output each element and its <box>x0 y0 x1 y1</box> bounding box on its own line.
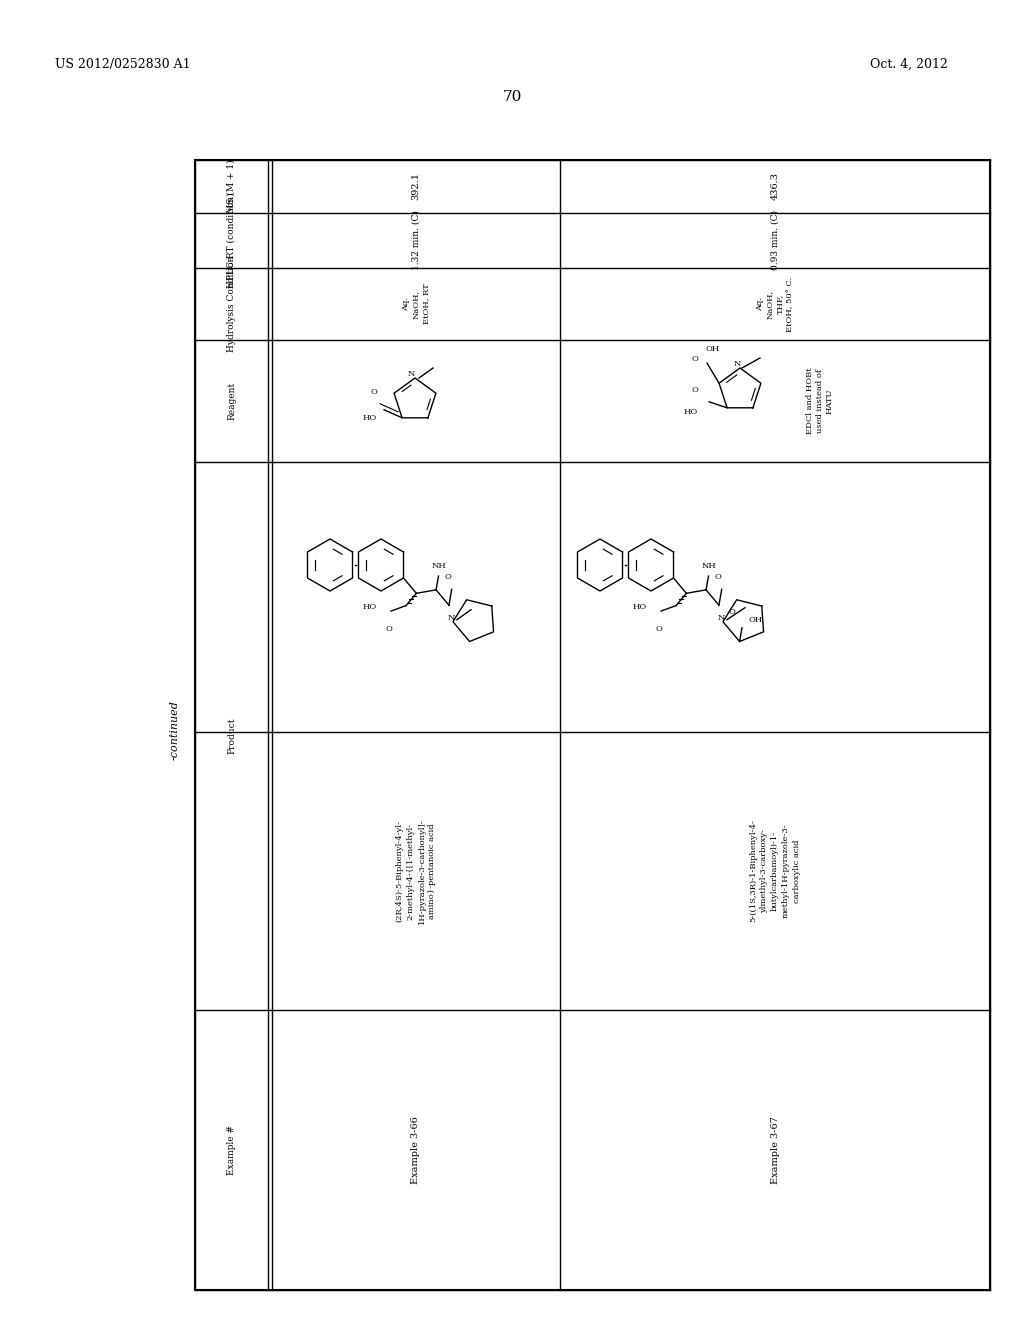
Text: EtOH, RT: EtOH, RT <box>422 284 430 325</box>
Text: HO: HO <box>362 413 377 422</box>
Text: 70: 70 <box>503 90 521 104</box>
Text: US 2012/0252830 A1: US 2012/0252830 A1 <box>55 58 190 71</box>
Text: Example #: Example # <box>227 1125 236 1175</box>
Text: Product: Product <box>227 718 236 754</box>
Text: NaOH,: NaOH, <box>412 289 420 318</box>
Text: NH: NH <box>431 562 445 570</box>
Text: 1.32 min. (C): 1.32 min. (C) <box>412 211 421 271</box>
Text: O: O <box>691 385 698 393</box>
Text: butylcarbamoyl)-1-: butylcarbamoyl)-1- <box>771 830 779 911</box>
Text: Example 3-67: Example 3-67 <box>770 1117 779 1184</box>
Text: EDCl and HOBt: EDCl and HOBt <box>806 368 814 434</box>
Text: (2R,4S)-5-Biphenyl-4-yl-: (2R,4S)-5-Biphenyl-4-yl- <box>395 820 403 921</box>
Text: Example 3-66: Example 3-66 <box>412 1117 421 1184</box>
Text: HO: HO <box>684 408 698 416</box>
Text: 2-methyl-4-{[1-methyl-: 2-methyl-4-{[1-methyl- <box>407 822 415 920</box>
Text: 5-((1S,3R)-1-Biphenyl-4-: 5-((1S,3R)-1-Biphenyl-4- <box>749 820 757 923</box>
Text: HO: HO <box>362 603 377 611</box>
Text: O: O <box>386 626 392 634</box>
Text: OH: OH <box>748 615 762 624</box>
Text: Reagent: Reagent <box>227 381 236 420</box>
Text: THF,: THF, <box>776 294 784 314</box>
Text: Aq.: Aq. <box>402 297 410 312</box>
Text: OH: OH <box>706 346 720 354</box>
Text: carboxylic acid: carboxylic acid <box>793 840 801 903</box>
Text: 0.93 min. (C): 0.93 min. (C) <box>770 210 779 271</box>
Text: NH: NH <box>701 562 716 570</box>
Text: ylmethyl-3-carboxy-: ylmethyl-3-carboxy- <box>760 829 768 913</box>
Text: O: O <box>715 573 721 581</box>
Bar <box>195 160 990 1290</box>
Text: N: N <box>408 370 415 378</box>
Text: O: O <box>655 626 663 634</box>
Text: 392.1: 392.1 <box>412 173 421 201</box>
Text: O: O <box>371 388 378 396</box>
Text: 436.3: 436.3 <box>770 173 779 201</box>
Text: N: N <box>733 360 740 368</box>
Text: Aq.: Aq. <box>756 297 764 312</box>
Text: MS (M + 1): MS (M + 1) <box>227 160 236 214</box>
Text: O: O <box>444 573 452 581</box>
Text: -continued: -continued <box>170 700 180 760</box>
Text: used instead of: used instead of <box>816 370 824 433</box>
Text: amino}-pentanoic acid: amino}-pentanoic acid <box>428 824 436 919</box>
Text: HPLC-RT (condition): HPLC-RT (condition) <box>227 193 236 288</box>
Text: N: N <box>717 614 725 622</box>
Text: methyl-1H-pyrazole-3-: methyl-1H-pyrazole-3- <box>782 824 790 919</box>
Text: O: O <box>729 607 735 615</box>
Text: HATU: HATU <box>826 388 834 413</box>
Text: NaOH,: NaOH, <box>766 289 774 318</box>
Text: Hydrolysis Condition: Hydrolysis Condition <box>227 256 236 352</box>
Text: 1H-pyrazole-3-carbonyl]-: 1H-pyrazole-3-carbonyl]- <box>418 818 426 924</box>
Text: EtOH, 50° C.: EtOH, 50° C. <box>786 276 794 331</box>
Text: O: O <box>691 355 698 363</box>
Text: Oct. 4, 2012: Oct. 4, 2012 <box>870 58 948 71</box>
Text: N: N <box>447 614 455 622</box>
Text: HO: HO <box>633 603 647 611</box>
